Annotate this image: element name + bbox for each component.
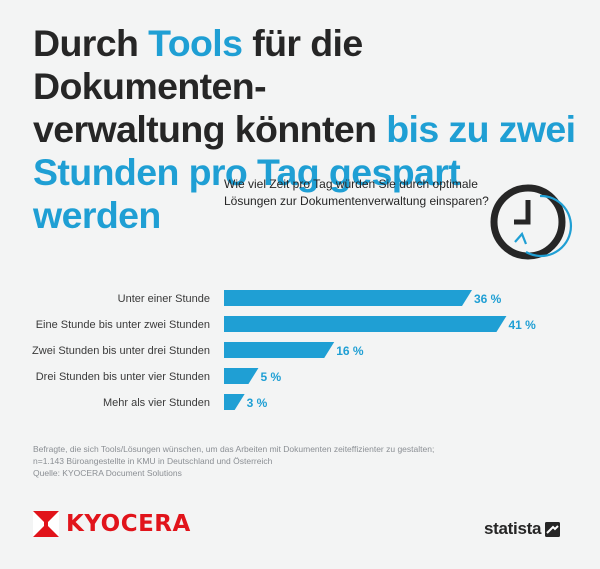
question-line2: Lösungen zur Dokumentenverwaltung einspa… [224,194,489,208]
footnote-line2: n=1.143 Büroangestellte in KMU in Deutsc… [33,456,273,466]
bar [224,368,259,384]
category-label: Drei Stunden bis unter vier Stunden [36,371,210,383]
title-line1-highlight: Tools [148,22,243,64]
category-label: Mehr als vier Stunden [103,397,210,409]
question-line1: Wie viel Zeit pro Tag würden Sie durch o… [224,177,478,191]
title-line1-b: für die Dokumenten- [33,22,363,107]
category-label: Unter einer Stunde [118,293,210,305]
bar-chart: Unter einer Stunde 36 % Eine Stunde bis un… [32,290,536,410]
title-line2-a: verwaltung könnten [33,108,387,150]
kyocera-logo: KYOCERA [33,511,191,537]
statista-mark-icon [545,521,561,537]
statista-wordmark: statista [484,519,542,538]
bar [224,316,507,332]
chart-title: Durch Tools für die Dokumenten- verwaltu… [33,22,578,237]
value-label: 16 % [336,344,364,358]
bar [224,394,245,410]
value-label: 3 % [247,396,268,410]
kyocera-mark-icon [33,511,59,537]
value-label: 36 % [474,292,502,306]
title-line3-highlight: Stunden pro Tag gespart werden [33,151,461,236]
title-line1-a: Durch [33,22,149,64]
kyocera-wordmark: KYOCERA [66,511,191,537]
footnote-line1: Befragte, die sich Tools/Lösungen wünsch… [33,444,435,454]
survey-question: Wie viel Zeit pro Tag würden Sie durch o… [224,176,524,210]
footnote: Befragte, die sich Tools/Lösungen wünsch… [33,443,573,479]
value-label: 41 % [508,318,536,332]
value-label: 5 % [260,370,281,384]
bar [224,290,472,306]
bar [224,342,335,358]
category-label: Eine Stunde bis unter zwei Stunden [36,319,210,331]
title-line2-highlight: bis zu zwei [386,108,576,150]
statista-logo: statista [484,519,561,539]
clock-arrow-icon [490,184,573,260]
category-label: Zwei Stunden bis unter drei Stunden [32,345,210,357]
footnote-source: Quelle: KYOCERA Document Solutions [33,468,182,478]
